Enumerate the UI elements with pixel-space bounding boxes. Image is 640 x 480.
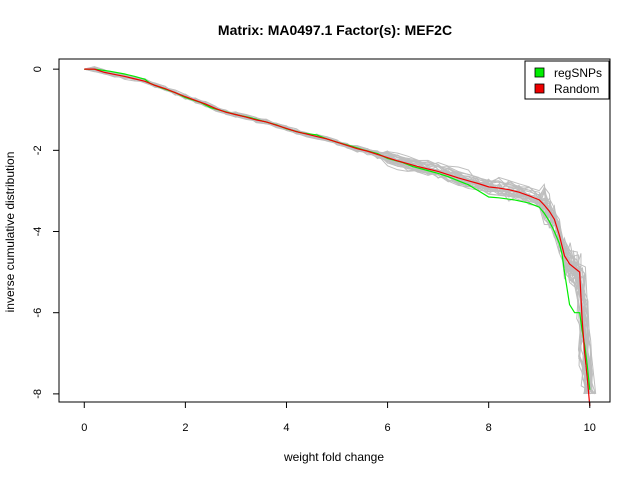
x-tick-label: 8 — [486, 422, 492, 434]
random-run-line — [84, 67, 593, 394]
x-axis: 0 2 4 6 8 10 — [79, 401, 596, 434]
random-run-line — [84, 68, 592, 394]
random-run-line — [84, 66, 587, 394]
random-run-line — [84, 66, 592, 395]
random-run-line — [84, 66, 587, 394]
random-run-line — [84, 68, 593, 389]
random-run-line — [84, 68, 595, 395]
random-run-line — [84, 68, 596, 395]
random-run-line — [84, 68, 592, 395]
chart-title: Matrix: MA0497.1 Factor(s): MEF2C — [218, 22, 452, 38]
random-run-line — [84, 68, 590, 394]
random-run-line — [84, 68, 590, 394]
random-run-line — [84, 66, 594, 395]
random-run-line — [84, 68, 591, 394]
random-run-line — [84, 68, 593, 394]
random-run-line — [84, 67, 592, 393]
series-lines — [84, 68, 591, 407]
random-run-line — [84, 68, 592, 395]
random-run-line — [84, 68, 590, 394]
random-run-line — [84, 68, 596, 395]
random-run-line — [84, 68, 590, 395]
x-tick-label: 6 — [385, 422, 391, 434]
x-tick-label: 0 — [81, 422, 87, 434]
random-run-line — [84, 67, 596, 393]
random-run-line — [84, 68, 592, 395]
random-run-line — [84, 66, 593, 394]
random-run-line — [84, 68, 588, 394]
legend-swatch-random — [534, 83, 545, 94]
legend-swatch-regsnps — [534, 67, 545, 78]
random-run-line — [84, 68, 594, 395]
random-runs — [84, 66, 597, 395]
legend-label-regsnps: regSNPs — [554, 66, 602, 80]
x-tick-label: 10 — [584, 422, 596, 434]
y-tick-label: -4 — [32, 227, 44, 237]
y-axis-label: inverse cumulative distribution — [3, 152, 17, 313]
x-axis-label: weight fold change — [283, 450, 384, 464]
y-tick-label: -8 — [32, 389, 44, 399]
random-run-line — [84, 68, 593, 394]
legend: regSNPs Random — [524, 60, 610, 100]
x-tick-label: 4 — [283, 422, 289, 434]
random-run-line — [84, 68, 591, 395]
legend-label-random: Random — [554, 82, 599, 96]
y-axis: 0 -2 -4 -6 -8 — [32, 66, 60, 399]
y-tick-label: -2 — [32, 145, 44, 155]
random-run-line — [84, 68, 597, 394]
y-tick-label: 0 — [32, 66, 44, 72]
random-run-line — [84, 68, 591, 395]
series-line-regsnps — [84, 68, 591, 390]
x-tick-label: 2 — [182, 422, 188, 434]
plot-box — [58, 58, 611, 403]
series-line-random — [84, 68, 591, 407]
random-run-line — [84, 68, 587, 394]
random-run-line — [84, 68, 593, 394]
y-tick-label: -6 — [32, 308, 44, 318]
